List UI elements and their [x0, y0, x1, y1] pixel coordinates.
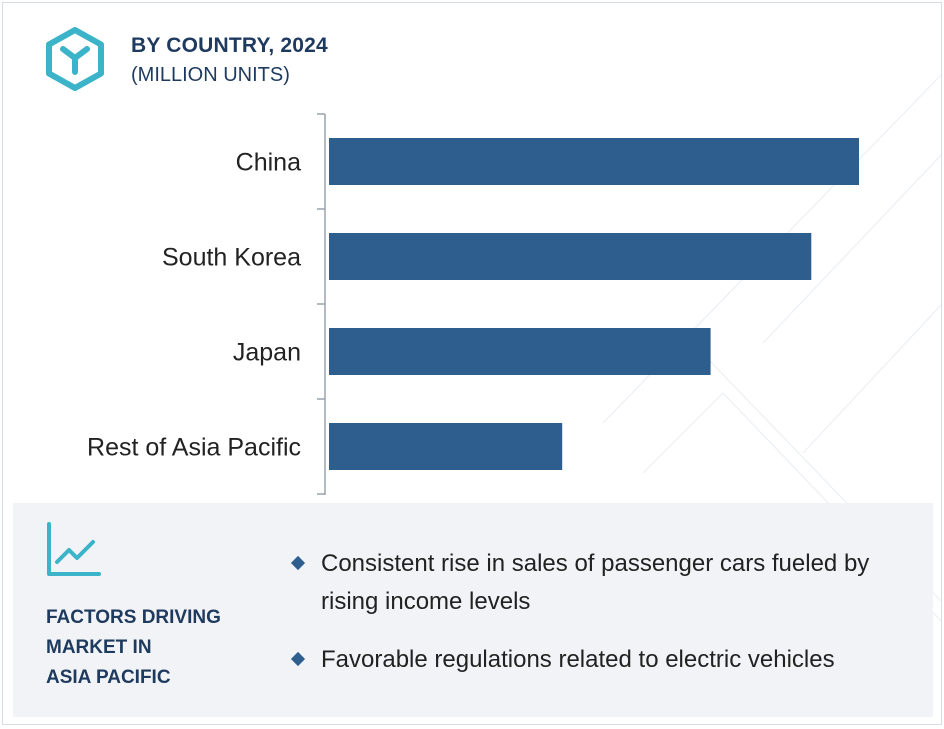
diamond-bullet-icon: [290, 651, 306, 667]
factors-heading-line: FACTORS DRIVING: [46, 607, 221, 628]
factor-text: Consistent rise in sales of passenger ca…: [321, 550, 870, 615]
bar-chart: China South Korea Japan Rest of Asia Pacifi…: [87, 113, 859, 495]
cube-y-logo-icon: [46, 27, 104, 91]
bar-japan: [329, 328, 711, 375]
line-chart-trend-icon: [47, 522, 101, 576]
chart-subtitle: (MILLION UNITS): [131, 64, 290, 86]
factors-panel: FACTORS DRIVING MARKET IN ASIA PACIFIC C…: [13, 503, 933, 717]
bar-rest-of-asia-pacific: [329, 423, 563, 470]
diamond-bullet-icon: [290, 555, 306, 571]
factors-heading: FACTORS DRIVING MARKET IN ASIA PACIFIC: [46, 603, 286, 693]
category-label: China: [236, 149, 301, 177]
category-label: South Korea: [162, 244, 301, 272]
factor-text: Favorable regulations related to electri…: [321, 646, 835, 673]
factor-item: Favorable regulations related to electri…: [289, 641, 929, 679]
factors-heading-line: MARKET IN: [46, 637, 152, 658]
factor-item: Consistent rise in sales of passenger ca…: [289, 545, 929, 621]
bar-china: [329, 138, 859, 185]
category-label: Rest of Asia Pacific: [87, 434, 301, 462]
factors-heading-line: ASIA PACIFIC: [46, 667, 171, 688]
bar-south-korea: [329, 233, 812, 280]
category-label: Japan: [233, 339, 301, 367]
chart-title: BY COUNTRY, 2024: [131, 34, 328, 57]
factors-list: Consistent rise in sales of passenger ca…: [289, 545, 929, 699]
